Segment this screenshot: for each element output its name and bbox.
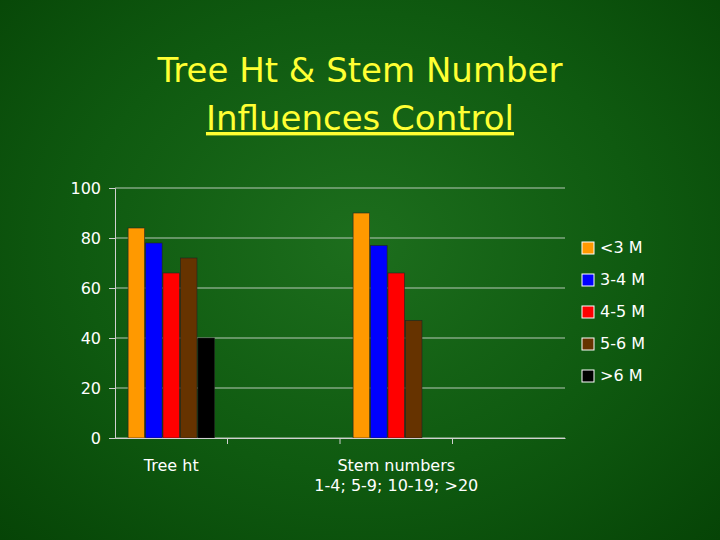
x-axis: Tree ht Stem numbers1-4; 5-9; 10-19; >20 [116, 438, 566, 495]
bar [198, 338, 215, 438]
legend-swatch [582, 274, 594, 286]
grid [115, 188, 565, 438]
x-tick: Stem numbers1-4; 5-9; 10-19; >20 [314, 438, 478, 495]
subtitle: Influences Control [206, 98, 514, 138]
y-tick-mark [109, 438, 115, 439]
x-tick-label: Tree ht [143, 456, 199, 475]
legend-label: 4-5 M [600, 302, 645, 321]
y-tick-label: 60 [81, 279, 101, 298]
bar [128, 228, 145, 438]
legend-label: 5-6 M [600, 334, 645, 353]
legend-label: <3 M [600, 238, 642, 257]
y-tick-label: 40 [81, 329, 101, 348]
title: Tree Ht & Stem Number [156, 50, 562, 90]
y-tick: 100 [70, 179, 115, 198]
legend-label: 3-4 M [600, 270, 645, 289]
y-tick: 80 [81, 229, 115, 248]
legend-swatch [582, 306, 594, 318]
legend-label: >6 M [600, 366, 642, 385]
legend-swatch [582, 242, 594, 254]
y-tick-label: 80 [81, 229, 101, 248]
grid-line [115, 238, 565, 239]
y-tick: 0 [91, 429, 115, 448]
bars [128, 213, 422, 438]
y-tick: 40 [81, 329, 115, 348]
y-tick-mark [109, 238, 115, 239]
bar [146, 243, 163, 438]
x-tick-label: Stem numbers1-4; 5-9; 10-19; >20 [314, 456, 478, 494]
y-tick-mark [109, 388, 115, 389]
chart: Tree Ht & Stem Number Influences Control 0… [0, 0, 720, 540]
y-tick-label: 20 [81, 379, 101, 398]
bar [371, 246, 388, 439]
y-tick-label: 0 [91, 429, 101, 448]
y-tick-label: 100 [70, 179, 101, 198]
bar [353, 213, 370, 438]
legend: <3 M 3-4 M 4-5 M 5-6 M >6 M [582, 238, 645, 385]
category-separator [227, 438, 228, 444]
category-separator [340, 438, 341, 444]
y-tick-mark [109, 338, 115, 339]
y-tick-mark [109, 288, 115, 289]
bar [405, 321, 422, 439]
x-tick: Tree ht [143, 438, 199, 475]
y-axis-line [109, 189, 116, 439]
y-tick: 20 [81, 379, 115, 398]
category-separator [452, 438, 453, 444]
bar [163, 273, 180, 438]
y-axis: 0 20 40 60 80 100 [70, 179, 115, 448]
grid-line [115, 188, 565, 189]
legend-swatch [582, 370, 594, 382]
bar [180, 258, 197, 438]
bar [388, 273, 405, 438]
y-tick: 60 [81, 279, 115, 298]
y-tick-mark [109, 188, 115, 189]
legend-swatch [582, 338, 594, 350]
